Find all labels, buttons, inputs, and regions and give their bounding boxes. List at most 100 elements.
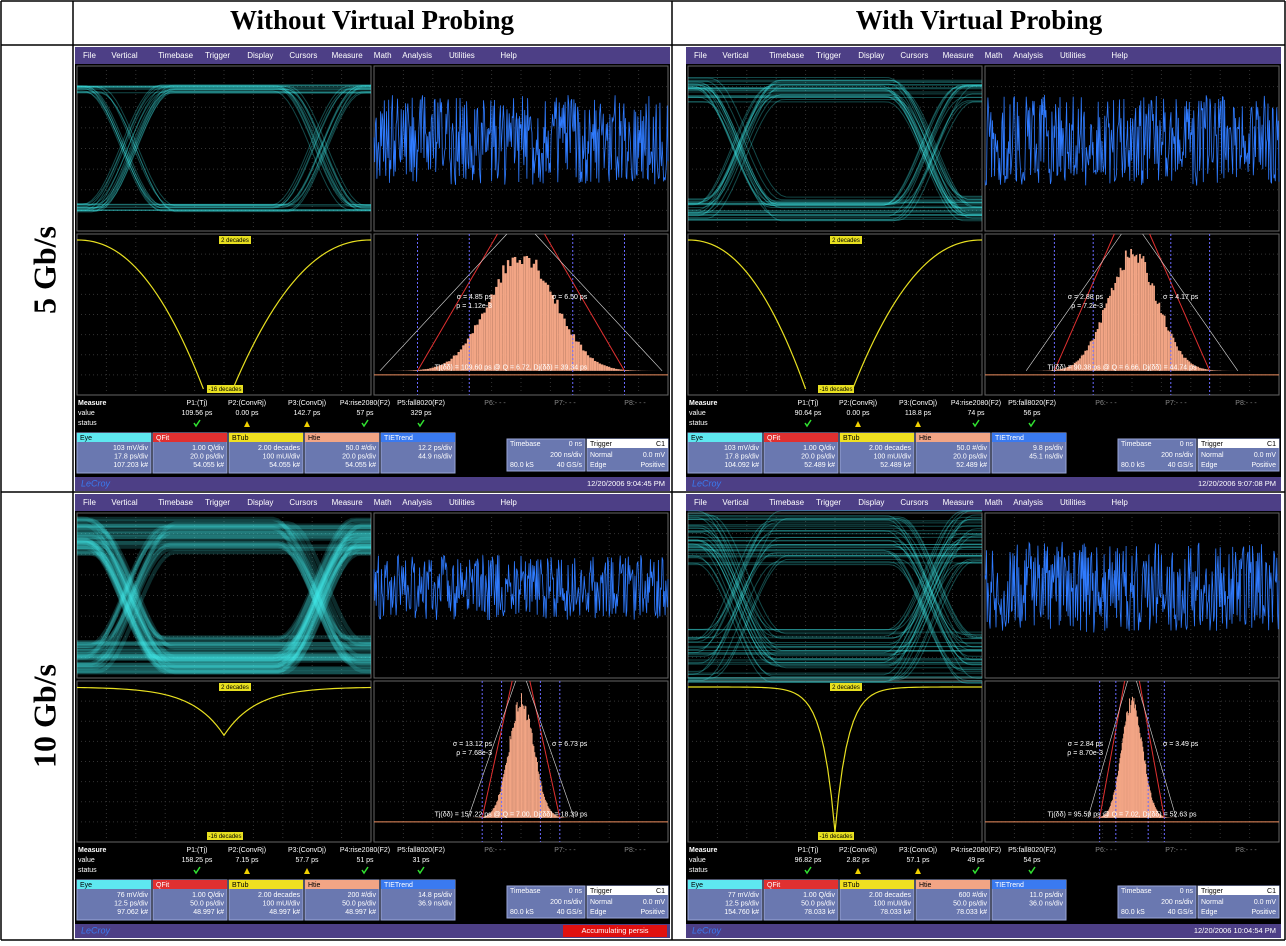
hist-annotation: ρ = 7.68e-3 [456,750,492,757]
menu-item: Trigger [205,498,230,507]
box-text: 200 ns/div [550,899,582,906]
histogram-bin [1199,368,1201,371]
hist-annotation: σ = 6.50 ps [552,294,588,301]
histogram-bin [510,739,511,818]
measure-header: P1:(Tj) [187,400,208,407]
param-line: 78.033 k# [880,909,911,916]
histogram-bin [1157,304,1159,371]
histogram-bin [1100,323,1102,371]
histogram-bin [1197,367,1199,371]
menu-item: Display [858,498,884,507]
histogram-bin [523,706,524,818]
measure-header: P6:- - - [1095,400,1117,407]
box-text: Edge [1201,909,1217,916]
histogram-bin [606,366,608,371]
histogram-bin [599,363,601,370]
column-header: Without Virtual Probing [230,5,515,35]
hist-annotation: σ = 2.84 ps [1068,741,1104,748]
param-line: 17.8 ps/div [725,453,759,460]
histogram-bin [1106,303,1108,370]
menu-item: Cursors [900,498,928,507]
param-name: BTub [232,882,249,889]
param-line: 2.00 decades [869,445,912,452]
menu-item: File [694,498,707,507]
measure-value: 0.00 ps [847,410,870,417]
histogram-bin [521,693,522,818]
measure-header: Measure [689,400,718,407]
timestamp: 12/20/2006 10:04:54 PM [1194,926,1276,935]
measure-row-label: status [78,867,97,874]
param-name: Htie [919,882,932,889]
param-line: 50.0 ps/div [190,900,224,907]
measure-value: 49 ps [967,857,985,864]
histogram-bin [549,292,551,371]
bathtub-label: -16 decades [208,387,241,393]
measure-header: Measure [78,847,107,854]
histogram-bin [507,757,508,818]
brand: LeCroy [692,925,722,935]
box-text: Trigger [1201,888,1224,895]
measure-value: 74 ps [967,410,985,417]
box-text: 0.0 mV [643,452,666,459]
menu-item: Help [500,498,517,507]
param-line: 100 mUI/div [874,453,912,460]
box-text: Timebase [1121,888,1152,895]
histogram-bin [1144,262,1146,371]
measure-value: 56 ps [1023,410,1041,417]
histogram-bin [545,283,547,371]
menu-item: Trigger [816,498,841,507]
box-text: C1 [1267,888,1276,895]
histogram-bin [1213,370,1215,371]
measure-header: P6:- - - [484,400,506,407]
hist-annotation: Tj(δδ) = 90.38 ps @ Q = 6.66, Dj(δδ) = 4… [1048,365,1197,372]
param-line: 45.1 ns/div [1029,453,1063,460]
measure-header: P4:rise2080(F2) [340,400,390,407]
histogram-bin [617,369,619,371]
box-text: 0.0 mV [1254,452,1277,459]
histogram-bin [1121,270,1123,371]
histogram-bin [413,370,415,371]
histogram-bin [556,300,558,371]
box-text: Normal [1201,452,1224,459]
measure-header: Measure [78,400,107,407]
measure-row-label: status [689,867,708,874]
box-text: Timebase [1121,441,1152,448]
param-name: TIETrend [995,882,1024,889]
histogram-bin [519,260,521,371]
param-name: QFit [156,882,169,889]
param-line: 97.062 k# [117,909,148,916]
histogram-bin [514,723,515,818]
histogram-bin [529,719,530,818]
histogram-bin [1113,290,1115,371]
hist-annotation: ρ = 8.70e-3 [1067,750,1103,757]
measure-header: P3:(ConvDj) [899,847,937,854]
histogram-bin [601,364,603,370]
bathtub-label: -16 decades [208,834,241,840]
histogram-bin [429,368,431,371]
menu-item: Utilities [1060,498,1086,507]
histogram-bin [509,266,511,371]
histogram-bin [522,704,523,818]
box-text: Positive [1251,462,1276,469]
measure-header: P7:- - - [554,400,576,407]
histogram-bin [540,279,542,371]
menu-item: Timebase [769,51,804,60]
param-line: 12.5 ps/div [725,900,759,907]
measure-header: Measure [689,847,718,854]
hist-annotation: σ = 4.85 ps [457,294,493,301]
measure-value: 158.25 ps [182,857,213,864]
histogram-bin [536,757,537,817]
histogram-bin [615,369,617,371]
measure-row-label: value [689,410,706,417]
menu-item: Cursors [289,51,317,60]
histogram-bin [526,256,528,371]
measure-header: P2:(ConvRj) [839,400,877,407]
histogram-bin [511,731,512,818]
measure-header: P5:fall8020(F2) [397,400,445,407]
box-text: Trigger [1201,441,1224,448]
param-line: 1.00 Q/div [803,445,835,452]
param-name: TIETrend [384,882,413,889]
measure-header: P6:- - - [484,847,506,854]
histogram-bin [1111,288,1113,371]
